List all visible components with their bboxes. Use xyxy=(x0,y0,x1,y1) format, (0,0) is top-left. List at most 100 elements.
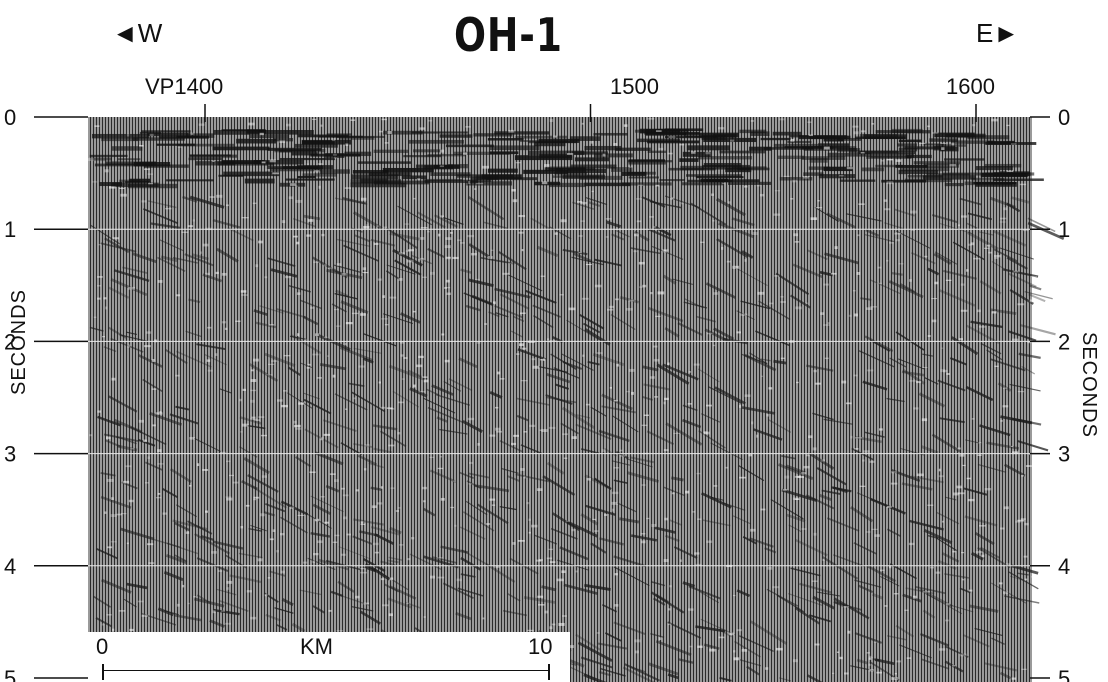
reflector-segment xyxy=(423,397,456,414)
noise-speck xyxy=(540,359,546,361)
reflector-segment xyxy=(939,222,973,235)
noise-speck xyxy=(528,518,531,521)
reflector-segment xyxy=(992,229,1027,247)
reflector-segment xyxy=(130,426,167,446)
noise-speck xyxy=(906,657,912,659)
reflector-segment xyxy=(790,567,821,577)
reflector-segment xyxy=(585,504,617,516)
noise-speck xyxy=(419,127,426,130)
noise-speck xyxy=(518,343,525,346)
noise-speck xyxy=(606,308,614,311)
reflector-segment xyxy=(132,137,185,141)
noise-speck xyxy=(812,447,817,451)
reflector-segment xyxy=(550,527,578,540)
reflector-segment xyxy=(175,504,198,518)
reflector-segment xyxy=(801,146,834,150)
reflector-segment xyxy=(592,352,625,367)
reflector-segment xyxy=(594,258,623,267)
noise-speck xyxy=(118,610,126,612)
reflector-segment xyxy=(731,217,755,227)
reflector-segment xyxy=(580,656,613,669)
noise-speck xyxy=(269,538,274,541)
reflector-segment xyxy=(1003,463,1026,477)
noise-speck xyxy=(1017,519,1025,522)
reflector-segment xyxy=(314,451,344,466)
noise-speck xyxy=(209,196,215,198)
reflector-segment xyxy=(514,155,573,161)
noise-speck xyxy=(241,217,249,219)
reflector-segment xyxy=(487,168,518,173)
reflector-segment xyxy=(571,256,605,266)
reflector-segment xyxy=(458,357,478,369)
noise-speck xyxy=(667,152,673,155)
noise-speck xyxy=(1021,474,1024,477)
noise-speck xyxy=(512,199,518,203)
noise-speck xyxy=(407,558,411,561)
chart-title: OH-1 xyxy=(454,8,563,62)
noise-speck xyxy=(940,369,946,373)
noise-speck xyxy=(876,671,883,674)
reflector-segment xyxy=(785,464,806,475)
reflector-segment xyxy=(315,333,351,351)
noise-speck xyxy=(846,166,853,170)
reflector-segment xyxy=(854,436,883,444)
noise-speck xyxy=(446,256,451,259)
reflector-segment xyxy=(901,482,933,491)
reflector-segment xyxy=(350,179,402,184)
noise-speck xyxy=(276,550,280,553)
noise-speck xyxy=(688,608,694,611)
noise-speck xyxy=(527,629,534,632)
reflector-segment xyxy=(160,255,178,263)
noise-speck xyxy=(446,292,452,296)
noise-speck xyxy=(709,648,716,652)
noise-speck xyxy=(341,487,345,490)
reflector-segment xyxy=(350,182,407,188)
noise-speck xyxy=(399,544,404,546)
noise-speck xyxy=(924,255,928,258)
reflector-segment xyxy=(103,346,117,353)
reflector-segment xyxy=(837,137,862,141)
noise-speck xyxy=(1027,340,1032,344)
noise-speck xyxy=(420,226,428,229)
noise-speck xyxy=(855,436,863,439)
y-tick-label-left: 0 xyxy=(4,105,16,130)
noise-speck xyxy=(591,190,594,193)
reflector-segment xyxy=(325,484,340,493)
noise-speck xyxy=(703,431,708,434)
noise-speck xyxy=(602,153,606,157)
noise-speck xyxy=(126,133,130,137)
reflector-segment xyxy=(598,671,611,677)
noise-speck xyxy=(956,486,963,489)
reflector-segment xyxy=(90,224,121,245)
noise-speck xyxy=(494,406,499,409)
reflector-segment xyxy=(646,430,675,446)
noise-speck xyxy=(355,595,360,599)
reflector-segment xyxy=(671,476,684,482)
noise-speck xyxy=(806,454,810,457)
reflector-segment xyxy=(389,526,402,535)
reflector-segment xyxy=(695,625,726,633)
reflector-segment xyxy=(758,300,791,321)
noise-speck xyxy=(382,604,389,607)
noise-speck xyxy=(548,426,556,429)
reflector-segment xyxy=(98,182,122,187)
noise-speck xyxy=(646,517,650,520)
reflector-segment xyxy=(593,477,612,490)
noise-speck xyxy=(428,119,433,122)
noise-speck xyxy=(312,560,316,563)
reflector-segment xyxy=(487,138,524,141)
noise-speck xyxy=(333,157,338,159)
noise-speck xyxy=(177,146,182,148)
reflector-segment xyxy=(833,600,846,608)
noise-speck xyxy=(853,374,858,377)
noise-speck xyxy=(296,241,300,245)
noise-speck xyxy=(366,628,374,631)
noise-speck xyxy=(345,143,349,146)
noise-speck xyxy=(151,388,157,390)
reflector-segment xyxy=(557,559,589,571)
noise-speck xyxy=(175,374,180,377)
noise-speck xyxy=(520,380,528,382)
noise-speck xyxy=(801,471,806,475)
noise-speck xyxy=(1031,575,1038,578)
noise-speck xyxy=(561,570,566,574)
